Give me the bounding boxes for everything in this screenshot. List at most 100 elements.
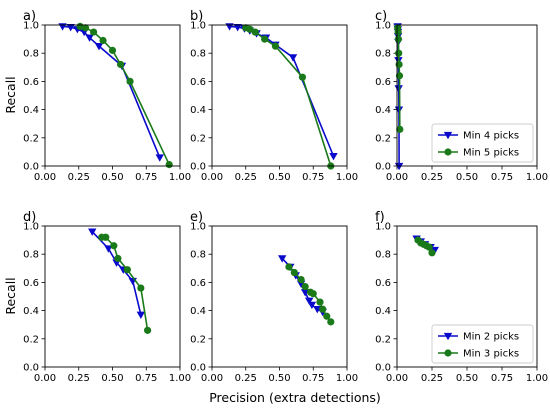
- legend-swatch-marker: [443, 332, 453, 341]
- legend-entry: Min 5 picks: [463, 148, 519, 159]
- y-tick-label: 0.0: [190, 162, 206, 173]
- data-point: [327, 318, 335, 326]
- data-point: [298, 73, 307, 81]
- y-tick-label: 0.2: [190, 133, 206, 144]
- data-point: [90, 28, 98, 36]
- y-tick-label: 0.6: [190, 278, 206, 289]
- data-point: [394, 162, 404, 171]
- x-tick-label: 0.75: [491, 172, 513, 183]
- x-axis-label: Precision (extra detections): [209, 390, 381, 405]
- data-point: [305, 297, 314, 305]
- data-point: [94, 43, 104, 51]
- x-tick-label: 0.25: [235, 373, 257, 384]
- panel-a: 0.00 0.25 0.50 0.75 1.00 0.0 0.2 0.4 0.6 0.8 1.0a): [23, 9, 191, 183]
- y-tick-label: 0.4: [190, 306, 206, 317]
- y-tick-label: 1.0: [375, 21, 391, 32]
- x-tick-label: 0.00: [201, 172, 223, 183]
- y-tick-label: 0.4: [23, 306, 39, 317]
- y-tick-label: 0.8: [23, 49, 39, 60]
- x-tick-label: 1.00: [336, 172, 358, 183]
- data-point: [165, 160, 173, 169]
- data-point: [233, 23, 242, 32]
- data-point: [155, 154, 164, 162]
- x-tick-label: 0.50: [101, 373, 123, 384]
- data-point: [144, 326, 152, 334]
- x-tick-label: 0.50: [268, 373, 290, 384]
- panel-e: 0.00 0.25 0.50 0.75 1.00 0.0 0.2 0.4 0.6 0.8 1.0e): [190, 210, 358, 384]
- x-tick-label: 0.25: [235, 172, 257, 183]
- series-min-4-picks: [58, 23, 164, 162]
- data-point: [297, 275, 305, 284]
- panel-c: 0.00 0.25 0.50 0.75 1.00 0.0 0.2 0.4 0.6 0.8 1.0c)…: [375, 9, 548, 183]
- data-point: [251, 28, 259, 36]
- y-tick-label: 0.4: [375, 105, 391, 116]
- x-tick-label: 0.25: [421, 373, 443, 384]
- data-point: [88, 228, 97, 236]
- data-point: [271, 42, 280, 50]
- axes-frame: [396, 24, 538, 167]
- y-tick-label: 0.0: [190, 363, 206, 374]
- legend-entry: Min 3 picks: [463, 349, 519, 360]
- y-tick-label: 0.2: [375, 133, 391, 144]
- y-tick-label: 0.2: [23, 133, 39, 144]
- panel-label: d): [23, 210, 36, 225]
- data-point: [123, 266, 131, 274]
- x-tick-label: 0.00: [34, 373, 56, 384]
- x-tick-label: 0.75: [135, 172, 157, 183]
- y-tick-label: 1.0: [190, 222, 206, 233]
- x-tick-label: 1.00: [336, 373, 358, 384]
- y-tick-label: 0.6: [375, 278, 391, 289]
- data-point: [316, 298, 324, 306]
- legend-swatch-marker: [444, 349, 452, 357]
- data-point: [290, 268, 298, 277]
- y-tick-label: 0.6: [23, 278, 39, 289]
- y-tick-label: 0.6: [190, 77, 206, 88]
- data-point: [428, 249, 436, 257]
- panel-b: 0.00 0.25 0.50 0.75 1.00 0.0 0.2 0.4 0.6 0.8 1.0b): [190, 9, 358, 183]
- data-point: [261, 35, 269, 43]
- y-tick-label: 1.0: [375, 222, 391, 233]
- series-min-3-picks: [98, 233, 152, 334]
- data-point: [394, 28, 402, 36]
- x-tick-label: 0.50: [456, 373, 478, 384]
- x-tick-label: 0.00: [34, 172, 56, 183]
- data-point: [395, 49, 403, 57]
- data-point: [394, 35, 402, 43]
- data-point: [301, 283, 309, 291]
- x-tick-label: 1.00: [526, 373, 548, 384]
- series-line: [245, 27, 332, 167]
- data-point: [425, 243, 433, 251]
- series-min-4-picks: [225, 23, 338, 161]
- data-point: [126, 77, 134, 85]
- series-min-2-picks: [88, 228, 146, 320]
- legend: Min 4 picks Min 5 picks: [431, 123, 534, 163]
- data-point: [85, 34, 94, 42]
- x-tick-label: 0.75: [302, 172, 324, 183]
- y-tick-label: 0.6: [375, 77, 391, 88]
- panel-f: 0.00 0.25 0.50 0.75 1.00 0.0 0.2 0.4 0.6 0.8 1.0f)…: [375, 210, 548, 384]
- series-line: [62, 25, 161, 158]
- data-point: [278, 255, 287, 263]
- series-line: [79, 25, 170, 165]
- panel-label: b): [190, 9, 203, 24]
- x-tick-label: 0.25: [68, 373, 90, 384]
- y-axis-label-bottom: Recall: [3, 277, 18, 314]
- y-tick-label: 0.8: [190, 250, 206, 261]
- data-point: [81, 24, 90, 32]
- y-tick-label: 0.0: [375, 162, 391, 173]
- y-tick-label: 1.0: [190, 21, 206, 32]
- series-min-3-picks: [414, 236, 436, 257]
- y-tick-label: 0.4: [190, 105, 206, 116]
- legend-entry: Min 2 picks: [463, 332, 519, 343]
- data-point: [66, 23, 75, 32]
- y-tick-label: 0.2: [23, 334, 39, 345]
- data-point: [430, 246, 439, 255]
- y-tick-label: 0.8: [375, 250, 391, 261]
- y-tick-label: 0.8: [23, 250, 39, 261]
- data-point: [99, 36, 107, 45]
- data-point: [137, 284, 145, 292]
- axes-frame: [44, 24, 181, 167]
- y-tick-label: 0.4: [375, 306, 391, 317]
- axes-frame: [396, 225, 538, 368]
- y-tick-label: 0.0: [23, 162, 39, 173]
